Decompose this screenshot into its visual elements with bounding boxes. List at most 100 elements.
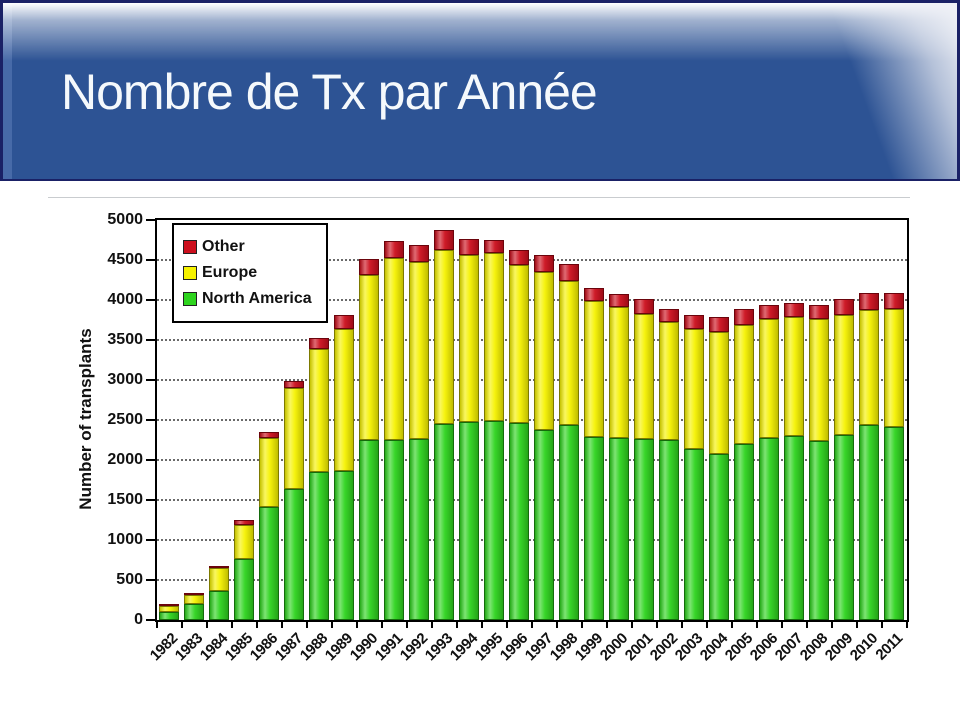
bar-segment-north-america xyxy=(359,440,379,620)
legend: Other Europe North America xyxy=(172,223,328,323)
bar-segment-north-america xyxy=(384,440,404,620)
bar-segment-north-america xyxy=(759,438,779,620)
bar-1994 xyxy=(459,239,479,620)
y-tick-label-5000: 5000 xyxy=(107,211,143,228)
bar-segment-europe xyxy=(234,525,254,559)
bar-segment-north-america xyxy=(634,439,654,620)
bar-segment-other xyxy=(284,381,304,388)
bar-1995 xyxy=(484,240,504,620)
bar-2001 xyxy=(634,299,654,620)
y-tick-label-4000: 4000 xyxy=(107,291,143,308)
x-tick-24 xyxy=(756,622,758,628)
x-tick-22 xyxy=(706,622,708,628)
bar-2007 xyxy=(784,303,804,620)
bar-segment-other xyxy=(309,338,329,349)
y-tick-0 xyxy=(146,619,155,621)
bar-segment-other xyxy=(334,315,354,329)
bar-segment-europe xyxy=(584,301,604,437)
x-tick-14 xyxy=(506,622,508,628)
bar-1990 xyxy=(359,259,379,620)
bar-segment-north-america xyxy=(859,425,879,620)
bar-segment-other xyxy=(684,315,704,329)
bar-segment-other xyxy=(634,299,654,314)
bar-segment-north-america xyxy=(884,427,904,620)
bar-segment-europe xyxy=(184,595,204,604)
legend-item-north-america: North America xyxy=(183,290,312,308)
bar-segment-europe xyxy=(534,272,554,430)
bar-segment-other xyxy=(709,317,729,332)
x-tick-1 xyxy=(181,622,183,628)
bar-segment-north-america xyxy=(259,507,279,620)
bar-segment-europe xyxy=(209,568,229,591)
bar-segment-north-america xyxy=(484,421,504,620)
bar-1991 xyxy=(384,241,404,620)
bar-segment-europe xyxy=(434,250,454,424)
bar-2008 xyxy=(809,305,829,620)
gridline-3000 xyxy=(157,379,907,381)
bar-segment-north-america xyxy=(834,435,854,620)
bar-segment-north-america xyxy=(534,430,554,620)
bar-1996 xyxy=(509,250,529,620)
x-tick-13 xyxy=(481,622,483,628)
x-tick-10 xyxy=(406,622,408,628)
bar-2000 xyxy=(609,294,629,620)
x-tick-3 xyxy=(231,622,233,628)
x-tick-19 xyxy=(631,622,633,628)
bar-segment-europe xyxy=(334,329,354,471)
bar-segment-europe xyxy=(509,265,529,423)
bar-segment-other xyxy=(184,593,204,595)
y-tick-5000 xyxy=(146,219,155,221)
bar-segment-other xyxy=(759,305,779,319)
gridline-2000 xyxy=(157,459,907,461)
gridline-4000 xyxy=(157,299,907,301)
y-tick-500 xyxy=(146,579,155,581)
bar-segment-other xyxy=(434,230,454,250)
plot-area xyxy=(155,218,909,622)
bar-1987 xyxy=(284,381,304,620)
bar-segment-europe xyxy=(459,255,479,422)
y-tick-4000 xyxy=(146,299,155,301)
bar-segment-europe xyxy=(309,349,329,472)
y-tick-label-1000: 1000 xyxy=(107,531,143,548)
bar-segment-europe xyxy=(384,258,404,440)
bar-1998 xyxy=(559,264,579,620)
gridline-1500 xyxy=(157,499,907,501)
bar-1982 xyxy=(159,604,179,620)
bar-segment-north-america xyxy=(309,472,329,620)
bar-segment-other xyxy=(384,241,404,258)
bar-segment-other xyxy=(159,604,179,606)
x-tick-25 xyxy=(781,622,783,628)
bar-segment-other xyxy=(734,309,754,325)
bar-segment-north-america xyxy=(284,489,304,620)
bar-1986 xyxy=(259,432,279,620)
bar-segment-europe xyxy=(159,606,179,612)
bar-segment-other xyxy=(459,239,479,255)
bar-1992 xyxy=(409,245,429,620)
x-tick-26 xyxy=(806,622,808,628)
x-tick-23 xyxy=(731,622,733,628)
transplants-chart: Number of transplants 0 500 1000 1500 2000 25… xyxy=(0,198,960,720)
bar-segment-other xyxy=(859,293,879,310)
bar-segment-europe xyxy=(809,319,829,441)
bar-segment-north-america xyxy=(684,449,704,620)
bar-segment-other xyxy=(584,288,604,301)
x-tick-17 xyxy=(581,622,583,628)
bar-segment-other xyxy=(509,250,529,265)
bar-segment-north-america xyxy=(159,612,179,620)
bar-segment-north-america xyxy=(234,559,254,620)
legend-label: Other xyxy=(202,238,245,255)
bar-segment-europe xyxy=(884,309,904,427)
bar-2005 xyxy=(734,309,754,620)
x-tick-20 xyxy=(656,622,658,628)
bar-segment-north-america xyxy=(559,425,579,620)
y-tick-label-1500: 1500 xyxy=(107,491,143,508)
bar-segment-other xyxy=(409,245,429,262)
x-tick-18 xyxy=(606,622,608,628)
x-tick-12 xyxy=(456,622,458,628)
x-tick-11 xyxy=(431,622,433,628)
bar-segment-europe xyxy=(759,319,779,438)
bar-segment-europe xyxy=(634,314,654,439)
bar-segment-other xyxy=(359,259,379,275)
y-tick-1000 xyxy=(146,539,155,541)
